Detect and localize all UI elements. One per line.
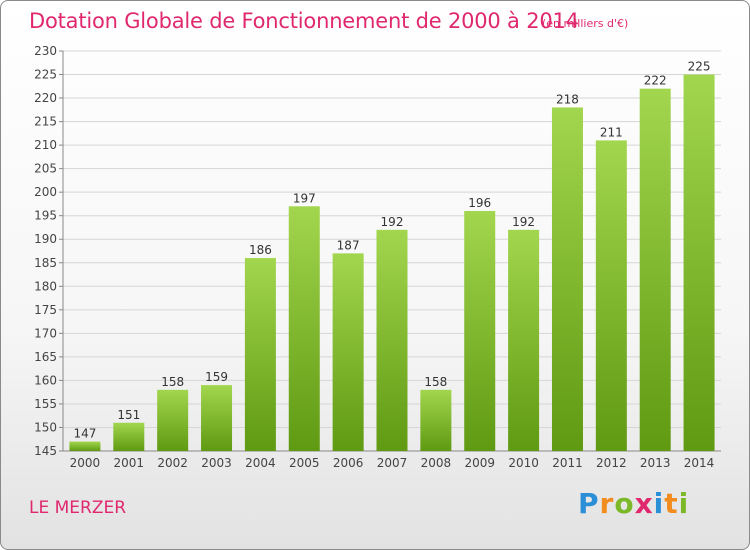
data-label: 211 bbox=[600, 125, 623, 139]
y-tick-label: 210 bbox=[34, 138, 57, 152]
bar-2005 bbox=[288, 206, 320, 451]
x-tick-label: 2011 bbox=[552, 456, 583, 470]
proxiti-logo: Proxiti bbox=[578, 487, 689, 520]
y-tick-label: 190 bbox=[34, 232, 57, 246]
data-labels: 147 151 158 159 186 197 187 192 158 196 192 218 211 2… bbox=[73, 60, 710, 441]
y-tick-label: 180 bbox=[34, 279, 57, 293]
x-tick-label: 2012 bbox=[596, 456, 627, 470]
bar-2014 bbox=[683, 74, 715, 451]
logo-letter: i bbox=[653, 487, 665, 520]
x-tick-label: 2006 bbox=[333, 456, 364, 470]
logo-letter: x bbox=[634, 487, 654, 520]
data-label: 218 bbox=[556, 92, 579, 106]
x-tick-label: 2007 bbox=[377, 456, 408, 470]
data-label: 196 bbox=[468, 196, 491, 210]
y-tick-label: 215 bbox=[34, 115, 57, 129]
y-tick-label: 155 bbox=[34, 397, 57, 411]
bar-2003 bbox=[201, 385, 233, 451]
y-tick-label: 220 bbox=[34, 91, 57, 105]
x-tick-label: 2008 bbox=[421, 456, 452, 470]
y-tick-label: 165 bbox=[34, 350, 57, 364]
data-label: 159 bbox=[205, 370, 228, 384]
data-label: 147 bbox=[73, 427, 96, 441]
bar-2002 bbox=[157, 389, 189, 451]
y-tick-label: 230 bbox=[34, 44, 57, 58]
data-label: 187 bbox=[337, 238, 360, 252]
data-label: 197 bbox=[293, 191, 316, 205]
bar-2000 bbox=[69, 441, 101, 451]
data-label: 151 bbox=[117, 408, 140, 422]
x-tick-label: 2014 bbox=[684, 456, 715, 470]
x-tick-label: 2002 bbox=[157, 456, 188, 470]
x-tick-label: 2005 bbox=[289, 456, 320, 470]
data-label: 192 bbox=[381, 215, 404, 229]
logo-letter: t bbox=[664, 487, 679, 520]
x-tick-label: 2000 bbox=[70, 456, 101, 470]
x-tick-label: 2003 bbox=[201, 456, 232, 470]
x-tick-label: 2009 bbox=[464, 456, 495, 470]
logo-letter: r bbox=[599, 487, 615, 520]
y-tick-label: 145 bbox=[34, 444, 57, 458]
y-tick-label: 195 bbox=[34, 209, 57, 223]
y-tick-label: 160 bbox=[34, 373, 57, 387]
bar-2011 bbox=[551, 107, 583, 452]
logo-letter: i bbox=[678, 487, 690, 520]
bar-2013 bbox=[639, 88, 671, 451]
y-tick-label: 200 bbox=[34, 185, 57, 199]
y-tick-label: 185 bbox=[34, 256, 57, 270]
bar-2008 bbox=[420, 389, 452, 451]
y-tick-label: 170 bbox=[34, 326, 57, 340]
chart-title: Dotation Globale de Fonctionnement de 20… bbox=[29, 9, 579, 33]
bar-2009 bbox=[464, 211, 496, 451]
y-tick-label: 225 bbox=[34, 68, 57, 82]
data-label: 222 bbox=[644, 74, 667, 88]
bar-2001 bbox=[113, 422, 145, 451]
bar-2004 bbox=[244, 258, 276, 451]
y-tick-label: 150 bbox=[34, 420, 57, 434]
bar-2006 bbox=[332, 253, 364, 451]
data-label: 158 bbox=[161, 375, 184, 389]
y-tick-label: 205 bbox=[34, 162, 57, 176]
x-tick-label: 2004 bbox=[245, 456, 276, 470]
data-label: 158 bbox=[424, 375, 447, 389]
bar-2012 bbox=[595, 140, 627, 452]
commune-name: LE MERZER bbox=[29, 498, 127, 518]
chart-subtitle: (en milliers d'€) bbox=[542, 17, 629, 30]
bars bbox=[69, 74, 715, 452]
x-axis: 2000 2001 2002 2003 2004 2005 2006 2007 2008 2009… bbox=[70, 456, 715, 470]
x-tick-label: 2013 bbox=[640, 456, 671, 470]
data-label: 192 bbox=[512, 215, 535, 229]
y-tick-label: 175 bbox=[34, 303, 57, 317]
data-label: 225 bbox=[688, 60, 711, 74]
x-tick-label: 2001 bbox=[114, 456, 145, 470]
logo-letter: o bbox=[614, 487, 635, 520]
bar-2010 bbox=[508, 229, 540, 451]
logo-letter: P bbox=[578, 487, 600, 520]
x-tick-label: 2010 bbox=[508, 456, 539, 470]
bar-2007 bbox=[376, 229, 408, 451]
data-label: 186 bbox=[249, 243, 272, 257]
